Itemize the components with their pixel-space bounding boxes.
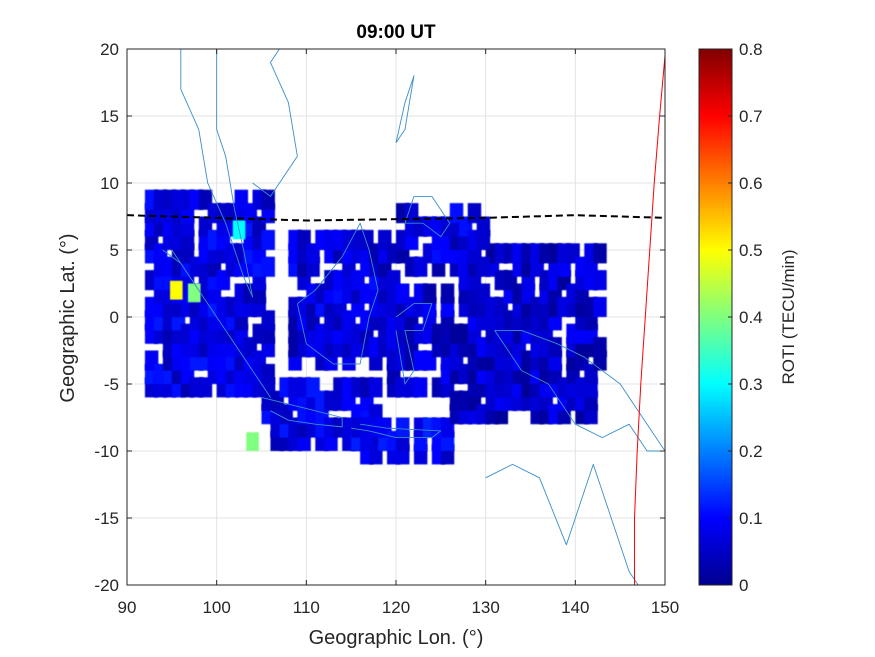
- roti-cell: [261, 310, 275, 331]
- chart-title: 09:00 UT: [356, 22, 436, 43]
- colorbar-tick-label: 0.3: [739, 375, 763, 394]
- roti-cell: [593, 296, 607, 317]
- x-tick-label: 130: [471, 598, 499, 617]
- colorbar: 0.8 0.7 0.6 0.5 0.4 0.3 0.2 0.1 0 ROTI (TECU/min…: [698, 40, 798, 595]
- roti-heatmap: [144, 189, 607, 465]
- red-boundary-line: [634, 55, 665, 585]
- roti-cell: [422, 283, 437, 304]
- plot-area: 90 100 110 120 130 140 150 20 15 10 5 0 -5 -10 -15 -20: [94, 40, 679, 617]
- roti-cell: [396, 417, 410, 438]
- coastline: [261, 396, 343, 428]
- y-tick-label: 15: [100, 107, 119, 126]
- coastline: [351, 423, 442, 439]
- y-tick-label: -15: [94, 509, 119, 528]
- roti-cell: [261, 229, 275, 250]
- colorbar-label: ROTI (TECU/min): [779, 249, 798, 384]
- coastline: [395, 303, 433, 385]
- roti-hotspot: [246, 432, 259, 451]
- colorbar-ticks: 0.8 0.7 0.6 0.5 0.4 0.3 0.2 0.1 0: [728, 40, 763, 595]
- colorbar-tick-label: 0.8: [739, 40, 763, 59]
- coastlines: [162, 49, 665, 585]
- colorbar-tick-label: 0.6: [739, 174, 763, 193]
- y-tick-label: 0: [110, 308, 119, 327]
- coastline: [404, 195, 451, 238]
- coastline: [395, 75, 415, 144]
- roti-hotspot: [170, 280, 183, 300]
- x-axis-label: Geographic Lon. (°): [309, 627, 484, 649]
- y-tick-label: 20: [100, 40, 119, 59]
- x-tick-label: 140: [561, 598, 589, 617]
- axis-ticks: 90 100 110 120 130 140 150 20 15 10 5 0 -5 -10 -15 -20: [94, 40, 679, 617]
- coastline: [252, 49, 298, 197]
- y-tick-label: 10: [100, 174, 119, 193]
- x-tick-label: 120: [382, 598, 410, 617]
- colorbar-tick-label: 0.2: [739, 442, 763, 461]
- coastline: [296, 222, 379, 365]
- x-tick-label: 90: [118, 598, 137, 617]
- x-tick-label: 100: [202, 598, 230, 617]
- y-tick-label: 5: [110, 241, 119, 260]
- roti-cell: [476, 256, 491, 277]
- coastline: [180, 49, 253, 298]
- coastline: [485, 463, 639, 585]
- x-tick-label: 110: [293, 598, 320, 617]
- colorbar-tick-label: 0: [739, 576, 748, 595]
- roti-cell: [476, 216, 491, 237]
- y-axis-label: Geographic Lat. (°): [57, 233, 79, 402]
- colorbar-tick-label: 0.1: [739, 509, 763, 528]
- y-tick-label: -5: [104, 375, 119, 394]
- coastline: [162, 249, 271, 398]
- roti-cell: [440, 283, 455, 304]
- x-tick-label: 150: [651, 598, 679, 617]
- colorbar-gradient: [699, 49, 732, 585]
- roti-cell: [593, 337, 607, 358]
- colorbar-tick-label: 0.5: [739, 241, 763, 260]
- roti-cell: [593, 243, 607, 264]
- colorbar-tick-label: 0.4: [739, 308, 763, 327]
- roti-cell: [413, 377, 428, 398]
- y-tick-label: -20: [94, 576, 119, 595]
- roti-cell: [369, 377, 383, 398]
- coastline: [494, 329, 665, 452]
- roti-cell: [593, 270, 607, 291]
- roti-cell: [548, 337, 562, 358]
- y-tick-label: -10: [94, 442, 119, 461]
- colorbar-tick-label: 0.7: [739, 107, 763, 126]
- roti-cell: [261, 256, 275, 277]
- magnetic-equator-line: [127, 214, 665, 222]
- roti-hotspot: [187, 283, 201, 303]
